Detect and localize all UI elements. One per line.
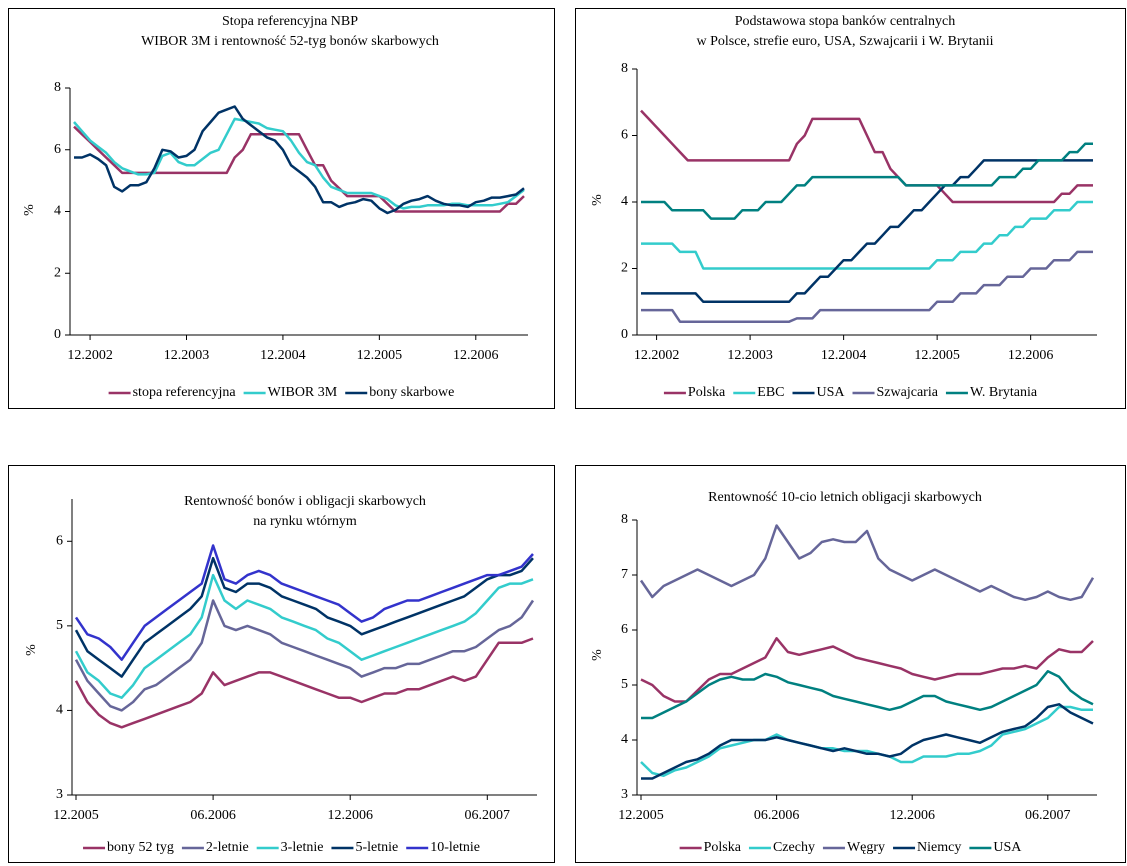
legend-label: 2-letnie [206,840,249,855]
x-tick-label: 12.2002 [67,348,113,363]
legend-label: USA [993,840,1022,855]
y-tick-label: 4 [621,194,628,209]
y-tick-label: 6 [621,622,628,637]
panel-frame [8,8,555,409]
x-tick-label: 12.2004 [821,348,867,363]
y-tick-label: 5 [621,677,628,692]
x-tick-label: 12.2005 [914,348,960,363]
series-line [74,573,534,699]
x-tick-label: 12.2005 [357,348,403,363]
x-tick-label: 12.2006 [889,808,935,823]
panel-frame [575,8,1126,409]
x-tick-label: 12.2003 [164,348,210,363]
y-axis-label: % [590,649,605,661]
y-tick-label: 2 [54,265,61,280]
y-tick-label: 7 [621,567,628,582]
x-tick-label: 12.2006 [327,808,373,823]
series-line [74,556,534,678]
x-tick-label: 06.2007 [1025,808,1071,823]
legend-label: Czechy [773,840,815,855]
y-tick-label: 0 [621,327,628,342]
y-tick-label: 8 [621,61,628,76]
chart-title: Podstawowa stopa banków centralnych [735,14,955,29]
chart-subtitle: WIBOR 3M i rentowność 52-tyg bonów skarb… [141,34,439,49]
chart-title: Rentowność 10-cio letnich obligacji skar… [708,490,982,505]
legend-label: W. Brytania [970,385,1038,400]
y-tick-label: 6 [621,128,628,143]
legend-label: Węgry [847,840,885,855]
chart-subtitle: w Polsce, strefie euro, USA, Szwajcarii … [696,34,993,49]
y-tick-label: 2 [621,261,628,276]
legend-label: Niemcy [917,840,961,855]
x-tick-label: 12.2002 [634,348,680,363]
series-line [641,250,1093,323]
legend-label: stopa referencyjna [133,385,237,400]
y-tick-label: 4 [56,703,63,718]
y-tick-label: 5 [56,618,63,633]
x-tick-label: 12.2003 [727,348,773,363]
x-tick-label: 06.2006 [190,808,236,823]
legend: Polska Czechy Węgry Niemcy USA [679,840,1022,855]
legend-label: bony 52 tyg [107,840,174,855]
x-tick-label: 06.2006 [754,808,800,823]
legend-label: 10-letnie [430,840,480,855]
y-tick-label: 8 [54,80,61,95]
legend-label: EBC [757,385,784,400]
legend: Polska EBC USA Szwajcaria W. Brytania [663,385,1038,400]
legend-label: USA [817,385,846,400]
y-tick-label: 8 [621,512,628,527]
y-axis-label: % [24,644,39,656]
legend-label: Szwajcaria [877,385,939,400]
x-tick-label: 12.2006 [1008,348,1054,363]
series-line [640,109,1093,204]
series-line [640,637,1094,703]
series-line [74,544,534,661]
x-tick-label: 12.2006 [453,348,499,363]
x-tick-label: 12.2005 [53,808,99,823]
series-line [641,159,1093,304]
y-tick-label: 3 [621,787,628,802]
x-tick-label: 12.2004 [260,348,306,363]
y-tick-label: 6 [54,142,61,157]
series-line [641,670,1094,720]
panel-frame [575,465,1126,863]
series-line [640,705,1093,778]
x-tick-label: 12.2005 [618,808,664,823]
panel-frame [8,465,555,863]
y-tick-label: 4 [54,204,61,219]
y-axis-label: % [590,194,605,206]
legend-label: Polska [688,385,726,400]
series-line [74,599,535,712]
legend-label: Polska [704,840,742,855]
y-axis-label: % [22,204,37,216]
y-tick-label: 4 [621,732,628,747]
legend: bony 52 tyg 2-letnie 3-letnie 5-letnie 10-le… [83,840,480,855]
series-line [641,703,1094,780]
legend: stopa referencyjna WIBOR 3M bony skarbowe [108,385,454,400]
legend-label: 5-letnie [355,840,398,855]
series-line [74,637,534,729]
chart-subtitle: na rynku wtórnym [253,514,357,529]
legend-label: WIBOR 3M [268,385,338,400]
series-line [641,142,1093,220]
series-line [641,200,1093,270]
series-line [74,105,525,215]
x-tick-label: 06.2007 [465,808,511,823]
chart-title: Rentowność bonów i obligacji skarbowych [184,494,426,509]
y-tick-label: 3 [56,787,63,802]
y-tick-label: 6 [56,534,63,549]
legend-label: 3-letnie [281,840,324,855]
chart-title: Stopa referencyjna NBP [222,14,358,29]
y-tick-label: 0 [54,327,61,342]
legend-label: bony skarbowe [369,385,454,400]
series-line [639,524,1095,602]
